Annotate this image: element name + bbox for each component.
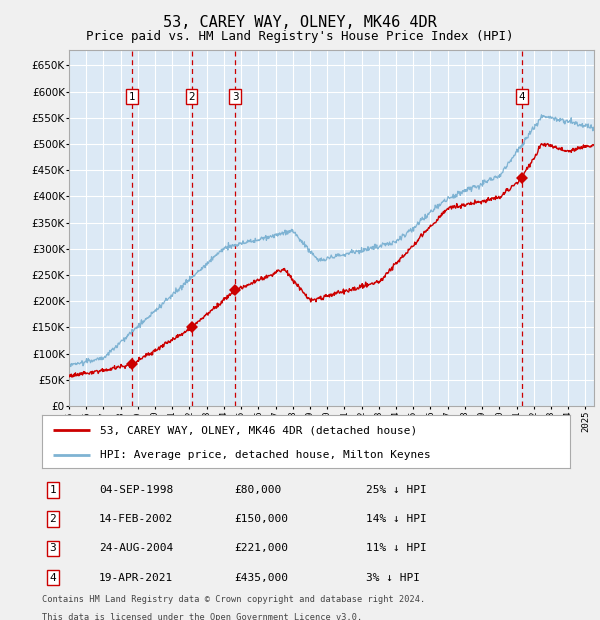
Text: 19-APR-2021: 19-APR-2021 bbox=[99, 572, 173, 583]
Text: 11% ↓ HPI: 11% ↓ HPI bbox=[366, 543, 427, 554]
Text: 2: 2 bbox=[49, 514, 56, 525]
Text: Contains HM Land Registry data © Crown copyright and database right 2024.: Contains HM Land Registry data © Crown c… bbox=[42, 595, 425, 604]
Text: 25% ↓ HPI: 25% ↓ HPI bbox=[366, 485, 427, 495]
Text: 3: 3 bbox=[49, 543, 56, 554]
Text: 53, CAREY WAY, OLNEY, MK46 4DR (detached house): 53, CAREY WAY, OLNEY, MK46 4DR (detached… bbox=[100, 425, 418, 435]
Text: 1: 1 bbox=[49, 485, 56, 495]
Text: Price paid vs. HM Land Registry's House Price Index (HPI): Price paid vs. HM Land Registry's House … bbox=[86, 30, 514, 43]
Text: HPI: Average price, detached house, Milton Keynes: HPI: Average price, detached house, Milt… bbox=[100, 450, 431, 460]
Text: 4: 4 bbox=[49, 572, 56, 583]
Text: 04-SEP-1998: 04-SEP-1998 bbox=[99, 485, 173, 495]
Text: 4: 4 bbox=[518, 92, 525, 102]
Text: £221,000: £221,000 bbox=[234, 543, 288, 554]
Text: This data is licensed under the Open Government Licence v3.0.: This data is licensed under the Open Gov… bbox=[42, 613, 362, 620]
Text: 2: 2 bbox=[188, 92, 195, 102]
Text: 53, CAREY WAY, OLNEY, MK46 4DR: 53, CAREY WAY, OLNEY, MK46 4DR bbox=[163, 15, 437, 30]
Text: 24-AUG-2004: 24-AUG-2004 bbox=[99, 543, 173, 554]
Text: 14-FEB-2002: 14-FEB-2002 bbox=[99, 514, 173, 525]
Text: 14% ↓ HPI: 14% ↓ HPI bbox=[366, 514, 427, 525]
Text: 3% ↓ HPI: 3% ↓ HPI bbox=[366, 572, 420, 583]
Text: 3: 3 bbox=[232, 92, 238, 102]
Text: £435,000: £435,000 bbox=[234, 572, 288, 583]
Text: £150,000: £150,000 bbox=[234, 514, 288, 525]
Text: 1: 1 bbox=[129, 92, 136, 102]
Text: £80,000: £80,000 bbox=[234, 485, 281, 495]
